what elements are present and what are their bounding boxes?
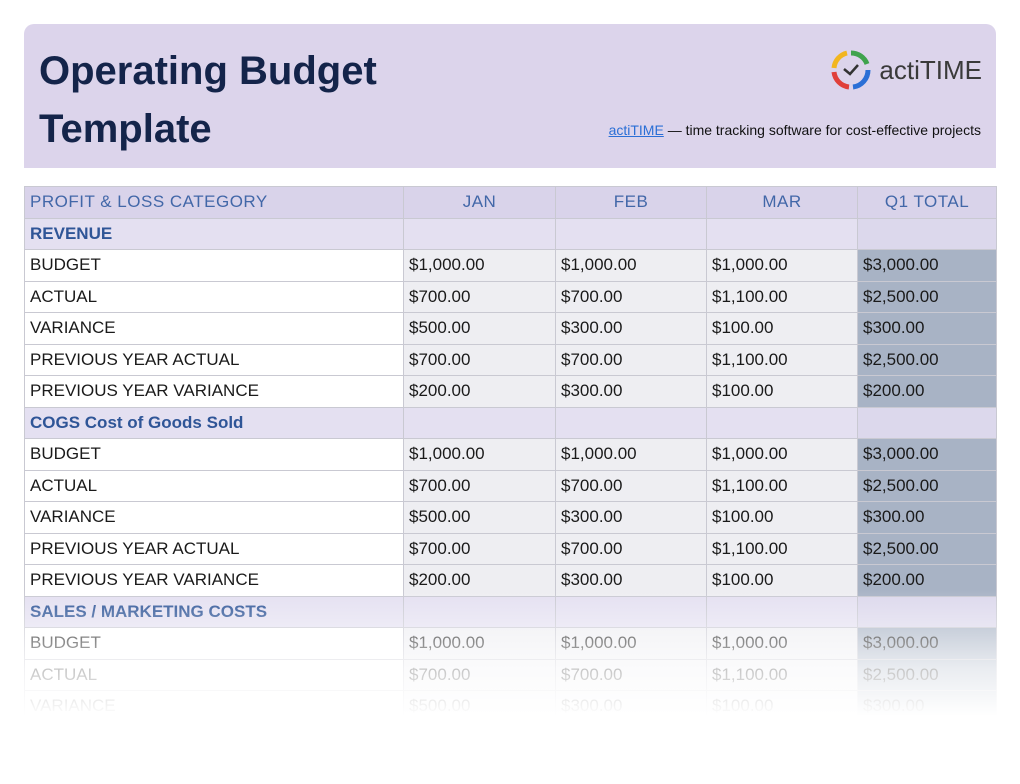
cell: $1,100.00 bbox=[706, 532, 858, 565]
column-header: JAN bbox=[403, 186, 556, 219]
logo-icon bbox=[831, 50, 871, 90]
cell: $500.00 bbox=[403, 312, 556, 345]
cell: $2,500.00 bbox=[857, 343, 997, 376]
data-row: ACTUAL$700.00$700.00$1,100.00$2,500.00 bbox=[24, 280, 997, 313]
data-row: PREVIOUS YEAR ACTUAL $700.00 $700.00 $1,100… bbox=[24, 532, 997, 565]
cell: $300.00 bbox=[555, 375, 707, 408]
cell bbox=[555, 217, 707, 250]
cell: $100.00 bbox=[706, 501, 858, 534]
cell bbox=[403, 406, 556, 439]
cell: $200.00 bbox=[857, 375, 997, 408]
cell: $2,500.00 bbox=[857, 280, 997, 313]
section-title: REVENUE bbox=[24, 217, 404, 250]
cell: $2,500.00 bbox=[857, 532, 997, 565]
cell: $700.00 bbox=[555, 280, 707, 313]
cell: $2,500.00 bbox=[857, 469, 997, 502]
column-header: MAR bbox=[706, 186, 858, 219]
link[interactable]: actiTIME bbox=[608, 122, 664, 138]
header: Operating Budget Template actiTIME actiT… bbox=[24, 24, 996, 168]
cell: $700.00 bbox=[403, 343, 556, 376]
cell: BUDGET bbox=[24, 249, 404, 282]
cell: PREVIOUS YEAR VARIANCE bbox=[24, 375, 404, 408]
title: Operating Budget Template bbox=[39, 49, 377, 151]
tagline-text: — time tracking software for cost-effect… bbox=[667, 122, 981, 138]
cell: $700.00 bbox=[555, 343, 707, 376]
data-row: BUDGET$1,000.00$1,000.00$1,000.00$3,000.… bbox=[24, 438, 997, 471]
cell: $1,000.00 bbox=[403, 249, 556, 282]
cell: $200.00 bbox=[403, 375, 556, 408]
cell: $1,000.00 bbox=[555, 249, 707, 282]
cell: $3,000.00 bbox=[857, 438, 997, 471]
header-row: PROFIT & LOSS CATEGORY JAN FEB MAR Q1 TOTAL bbox=[24, 186, 997, 219]
data-row: ACTUAL$700.00$700.00$1,100.00$2,500.00 bbox=[24, 469, 997, 502]
cell: $300.00 bbox=[857, 312, 997, 345]
logo: actiTIME bbox=[831, 50, 982, 90]
data-row: BUDGET$1,000.00$1,000.00$1,000.00$3,000.… bbox=[24, 249, 997, 282]
column-header: FEB bbox=[555, 186, 707, 219]
data-row: PREVIOUS YEAR VARIANCE $200.00 $300.00 $100… bbox=[24, 375, 997, 408]
cell: $100.00 bbox=[706, 375, 858, 408]
cell bbox=[857, 406, 997, 439]
cell: $1,000.00 bbox=[706, 249, 858, 282]
cell: $300.00 bbox=[857, 501, 997, 534]
cell: $1,000.00 bbox=[403, 438, 556, 471]
column-header: PROFIT & LOSS CATEGORY bbox=[24, 186, 404, 219]
data-row: PREVIOUS YEAR ACTUAL $700.00 $700.00 $1,100… bbox=[24, 343, 997, 376]
fade bbox=[0, 590, 1020, 784]
cell: $3,000.00 bbox=[857, 249, 997, 282]
logo-text: actiTIME bbox=[879, 54, 982, 85]
cell: $500.00 bbox=[403, 501, 556, 534]
cell: ACTUAL bbox=[24, 280, 404, 313]
cell bbox=[857, 217, 997, 250]
cell: $700.00 bbox=[403, 280, 556, 313]
cell: $700.00 bbox=[555, 469, 707, 502]
cell: $300.00 bbox=[555, 501, 707, 534]
tagline: actiTIME — time tracking software for co… bbox=[609, 122, 981, 138]
data-row: VARIANCE$500.00$300.00$100.00$300.00 bbox=[24, 312, 997, 345]
cell: $1,000.00 bbox=[555, 438, 707, 471]
cell bbox=[706, 406, 858, 439]
cell: $700.00 bbox=[403, 469, 556, 502]
cell: VARIANCE bbox=[24, 312, 404, 345]
cell: VARIANCE bbox=[24, 501, 404, 534]
cell: $300.00 bbox=[555, 312, 707, 345]
cell: ACTUAL bbox=[24, 469, 404, 502]
cell: PREVIOUS YEAR ACTUAL bbox=[24, 343, 404, 376]
cell: BUDGET bbox=[24, 438, 404, 471]
cell: $700.00 bbox=[555, 532, 707, 565]
cell: $1,100.00 bbox=[706, 280, 858, 313]
cell bbox=[403, 217, 556, 250]
cell: $1,100.00 bbox=[706, 469, 858, 502]
section-title: COGS Cost of Goods Sold bbox=[24, 406, 404, 439]
section-row: REVENUE bbox=[24, 217, 997, 250]
section-row: COGS Cost of Goods Sold bbox=[24, 406, 997, 439]
cell bbox=[706, 217, 858, 250]
cell: $1,000.00 bbox=[706, 438, 858, 471]
cell: PREVIOUS YEAR ACTUAL bbox=[24, 532, 404, 565]
data-row: VARIANCE$500.00$300.00$100.00$300.00 bbox=[24, 501, 997, 534]
cell: $100.00 bbox=[706, 312, 858, 345]
column-header: Q1 TOTAL bbox=[857, 186, 997, 219]
cell: $1,100.00 bbox=[706, 343, 858, 376]
cell: $700.00 bbox=[403, 532, 556, 565]
cell bbox=[555, 406, 707, 439]
